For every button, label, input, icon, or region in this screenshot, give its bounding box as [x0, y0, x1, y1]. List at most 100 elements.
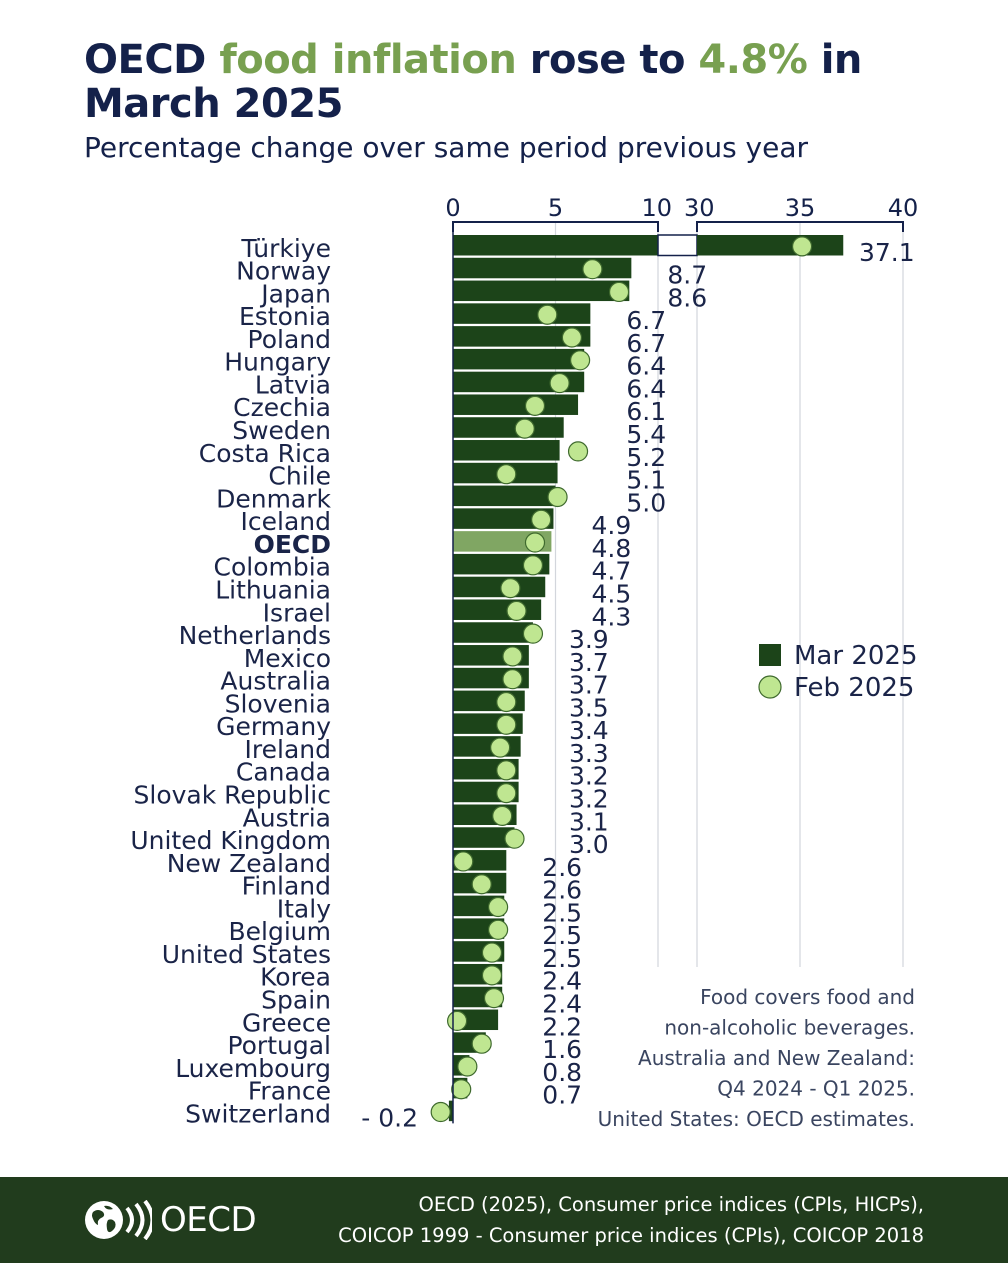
- value-label: 3.4: [569, 716, 609, 745]
- axis-tick-label: 0: [445, 194, 460, 222]
- legend-dot-swatch: [758, 675, 782, 699]
- value-label: 3.0: [569, 830, 609, 859]
- value-label: 3.5: [569, 693, 609, 722]
- data-point: [522, 555, 544, 576]
- note-line: non-alcoholic beverages.: [664, 1016, 915, 1040]
- value-label: 6.4: [626, 374, 666, 403]
- category-label: Austria: [243, 803, 331, 832]
- axis-bracket: [452, 221, 659, 232]
- category-label: Hungary: [224, 348, 331, 377]
- category-label: Slovak Republic: [134, 781, 332, 810]
- bar: [453, 622, 533, 643]
- category-label: France: [248, 1077, 331, 1106]
- bar-chart: Türkiye 37.1 Norway 8.7 Japan 8.6 Estonia 6.7 Po…: [130, 194, 918, 1133]
- value-label: 2.4: [542, 967, 582, 996]
- category-label: Luxembourg: [175, 1054, 331, 1083]
- source-line: COICOP 1999 - Consumer price indices (CP…: [338, 1224, 924, 1247]
- value-label: 37.1: [859, 238, 915, 267]
- title-text: rose to: [516, 37, 699, 83]
- value-label: 2.2: [542, 1012, 582, 1041]
- data-point: [537, 304, 558, 325]
- value-label: 3.1: [569, 807, 609, 836]
- value-label: 4.7: [592, 557, 632, 586]
- category-label: OECD: [254, 530, 331, 559]
- category-label: Türkiye: [240, 234, 331, 263]
- category-label: Ireland: [245, 735, 331, 764]
- data-point: [496, 464, 517, 485]
- value-label: 0.8: [542, 1058, 582, 1087]
- bar: [453, 485, 556, 507]
- bar: [697, 235, 844, 256]
- value-label: 2.5: [542, 898, 582, 927]
- data-point: [490, 737, 511, 758]
- axis-break: [657, 234, 698, 257]
- data-point: [483, 988, 505, 1009]
- value-label: 2.6: [542, 876, 582, 905]
- category-label: Colombia: [214, 553, 331, 582]
- data-point: [567, 441, 589, 462]
- data-point: [522, 623, 544, 644]
- data-point: [488, 896, 509, 918]
- data-point: [447, 1010, 468, 1032]
- axis-tick-label: 35: [785, 194, 816, 222]
- value-label: 3.7: [569, 671, 609, 700]
- category-label: Finland: [242, 872, 331, 901]
- category-label: Costa Rica: [199, 439, 331, 468]
- labels-layer: Türkiye 37.1 Norway 8.7 Japan 8.6 Estonia 6.7 Po…: [130, 234, 914, 1133]
- category-label: Czechia: [233, 393, 331, 422]
- source-note: OECD (2025), Consumer price indices (CPI…: [338, 1189, 924, 1251]
- category-label: Poland: [248, 325, 331, 354]
- value-label: 5.4: [626, 420, 666, 449]
- data-point: [514, 418, 535, 439]
- axis-tick-label: 5: [548, 194, 563, 222]
- category-label: Israel: [263, 598, 331, 627]
- category-label: Australia: [220, 667, 331, 696]
- bar: [453, 440, 560, 461]
- bar: [448, 1100, 453, 1122]
- value-label: 5.2: [626, 443, 666, 472]
- value-label: 3.2: [569, 762, 609, 791]
- category-label: Canada: [236, 758, 331, 787]
- axis-tick-label: 30: [684, 194, 715, 222]
- bar: [453, 326, 591, 347]
- value-label: 5.0: [626, 488, 666, 517]
- title-text: OECD: [84, 37, 220, 83]
- bar: [453, 235, 658, 256]
- value-label: 3.2: [569, 785, 609, 814]
- data-point: [582, 259, 603, 280]
- data-point: [481, 942, 503, 963]
- category-label: Chile: [268, 462, 331, 491]
- note-line: United States: OECD estimates.: [598, 1107, 915, 1131]
- data-point: [496, 760, 517, 781]
- value-label: 3.9: [569, 625, 609, 654]
- title-text: in March 2025: [84, 37, 862, 127]
- data-point: [481, 965, 503, 986]
- data-point: [496, 691, 517, 713]
- data-point: [488, 919, 509, 940]
- category-label: United Kingdom: [130, 826, 331, 855]
- category-label: Netherlands: [179, 621, 331, 650]
- value-label: 1.6: [542, 1035, 582, 1064]
- oecd-logo-text: OECD: [160, 1200, 257, 1240]
- note-line: Q4 2024 - Q1 2025.: [717, 1077, 915, 1101]
- signal-arcs-icon: [125, 1200, 152, 1240]
- value-label: 4.8: [592, 534, 632, 563]
- globe-icon: [85, 1201, 123, 1239]
- data-point: [496, 714, 517, 735]
- value-label: 6.1: [626, 397, 666, 426]
- value-label: 3.7: [569, 648, 609, 677]
- category-label: Lithuania: [215, 575, 331, 604]
- oecd-logo: OECD: [84, 1197, 257, 1243]
- value-label: 8.7: [667, 261, 707, 290]
- value-label: 8.6: [667, 283, 707, 312]
- category-label: Norway: [236, 257, 331, 286]
- category-label: Germany: [216, 712, 331, 741]
- value-label: 2.6: [542, 853, 582, 882]
- data-point: [791, 236, 813, 257]
- value-label: 3.3: [569, 739, 609, 768]
- legend-dot-label: Feb 2025: [794, 673, 914, 703]
- bar: [453, 303, 591, 324]
- category-label: Denmark: [216, 484, 331, 513]
- title-highlight: food inflation: [219, 37, 517, 83]
- title-highlight: 4.8%: [698, 37, 808, 83]
